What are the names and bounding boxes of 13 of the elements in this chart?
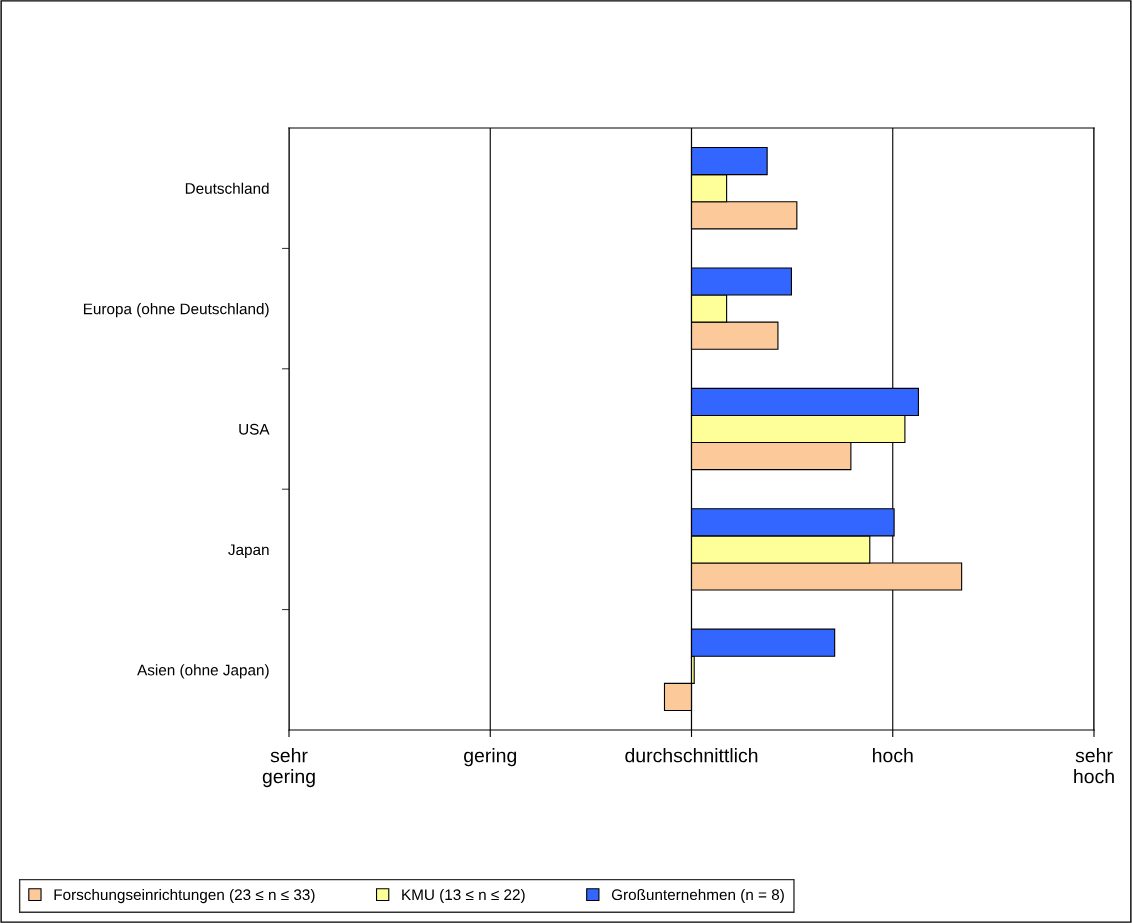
text: gering xyxy=(464,748,517,767)
y-tick-label: USA xyxy=(239,423,270,435)
legend-label: Großunternehmen (n = 8) xyxy=(611,888,784,904)
text: hoch xyxy=(873,748,913,763)
text: sehr gering xyxy=(262,748,315,788)
text: sehr hoch xyxy=(1074,748,1114,784)
legend-label: Forschungseinrichtungen (23 ≤ n ≤ 33) xyxy=(54,888,315,904)
legend-label: KMU (13 ≤ n ≤ 22) xyxy=(402,888,525,904)
y-tick-label: Asien (ohne Japan) xyxy=(137,664,269,679)
text: durchschnittlich xyxy=(625,748,758,763)
y-tick-label: Deutschland xyxy=(185,182,269,194)
y-tick-label: Europa (ohne Deutschland) xyxy=(83,303,269,318)
y-tick-label: Japan xyxy=(228,544,269,559)
